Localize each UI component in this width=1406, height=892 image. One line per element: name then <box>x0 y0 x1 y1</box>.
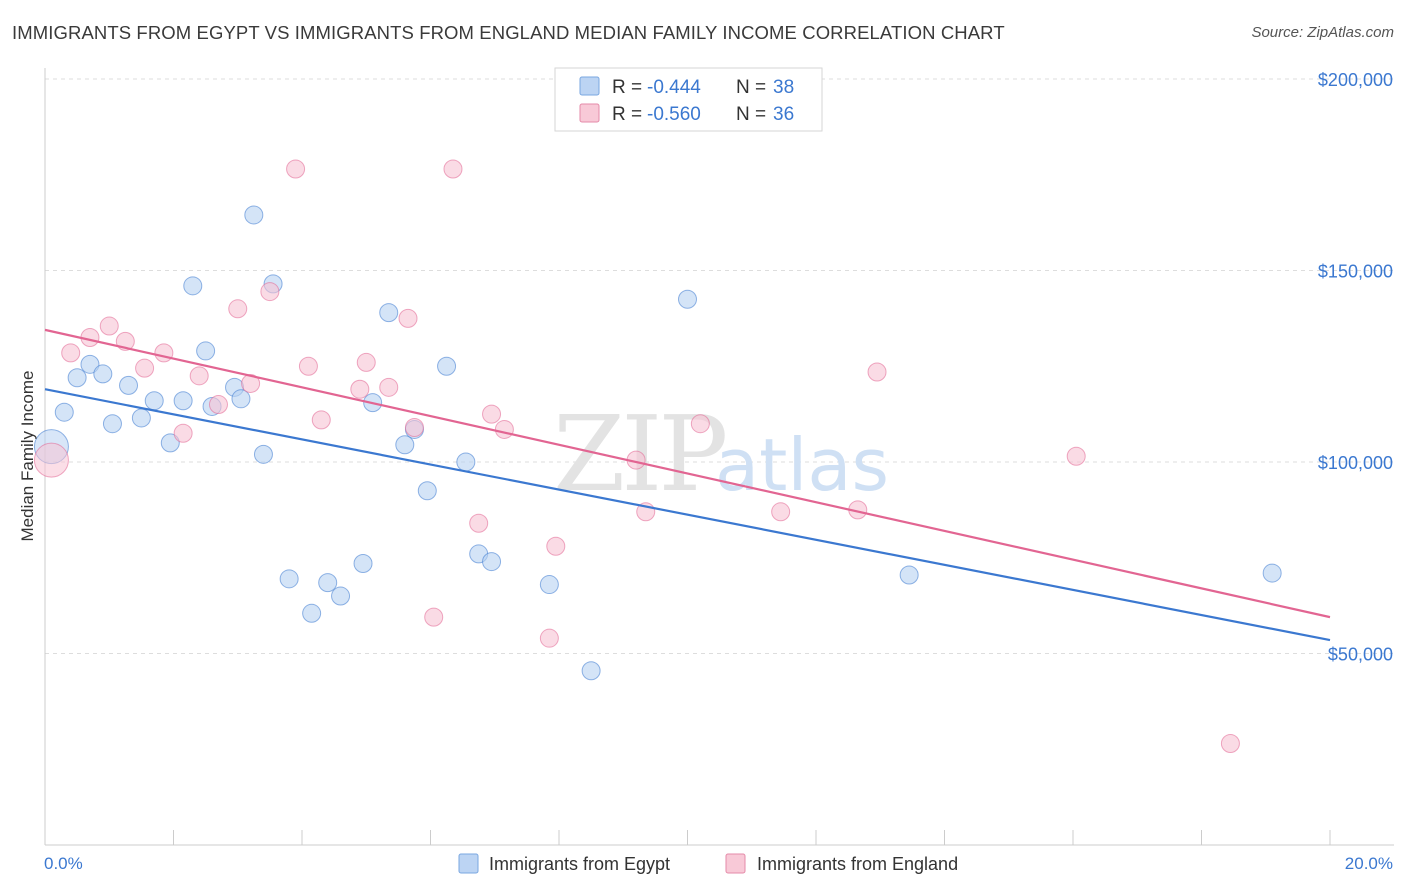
bottom-legend-swatch-egypt <box>458 853 479 874</box>
point-egypt-6 <box>119 375 139 395</box>
point-egypt-8 <box>144 391 164 411</box>
point-england-33 <box>867 362 887 382</box>
point-egypt-25 <box>379 303 399 323</box>
legend-n-value-england: 36 <box>773 104 794 125</box>
point-egypt-29 <box>437 356 457 376</box>
point-egypt-12 <box>196 341 216 361</box>
point-egypt-5 <box>102 414 122 434</box>
point-england-30 <box>690 414 710 434</box>
point-england-24 <box>482 404 502 424</box>
point-egypt-37 <box>1262 563 1282 583</box>
point-egypt-1 <box>54 402 74 422</box>
y-tick-label-200000: $200,000 <box>1318 70 1393 90</box>
point-egypt-23 <box>353 553 373 573</box>
legend-r-label-england: R = <box>612 104 642 125</box>
point-england-13 <box>286 159 306 179</box>
point-egypt-35 <box>678 289 697 309</box>
point-egypt-22 <box>331 586 351 606</box>
legend-n-label-egypt: N = <box>736 77 766 98</box>
point-egypt-33 <box>539 575 559 595</box>
point-england-11 <box>241 373 261 393</box>
point-egypt-34 <box>581 661 601 681</box>
y-tick-label-150000: $150,000 <box>1318 262 1393 282</box>
point-egypt-9 <box>160 433 180 453</box>
bottom-legend-label-egypt: Immigrants from Egypt <box>489 854 670 874</box>
point-england-22 <box>443 159 463 179</box>
legend-r-value-england: -0.560 <box>647 104 701 125</box>
point-egypt-28 <box>417 481 437 501</box>
point-egypt-19 <box>279 569 299 589</box>
point-egypt-30 <box>456 452 476 472</box>
point-egypt-15 <box>231 389 251 409</box>
legend-r-value-egypt: -0.444 <box>647 77 701 98</box>
x-tick-label-min: 0.0% <box>44 854 83 873</box>
point-egypt-7 <box>131 408 151 428</box>
point-england-1 <box>61 343 81 363</box>
point-england-25 <box>494 419 514 439</box>
point-england-3 <box>99 316 119 336</box>
legend-r-label-egypt: R = <box>612 77 642 98</box>
point-egypt-17 <box>253 444 273 464</box>
data-points <box>33 159 1282 754</box>
point-england-35 <box>1220 734 1240 754</box>
point-egypt-3 <box>80 354 100 374</box>
point-england-9 <box>208 395 228 415</box>
point-egypt-4 <box>93 364 113 384</box>
point-england-34 <box>1066 446 1086 466</box>
point-england-16 <box>350 379 370 399</box>
point-england-26 <box>539 628 559 648</box>
point-england-19 <box>398 308 418 328</box>
point-england-15 <box>311 410 331 430</box>
y-tick-labels: $50,000 $100,000 $150,000 $200,000 <box>1318 70 1393 665</box>
legend-swatch-england <box>579 103 600 123</box>
point-england-12 <box>260 282 280 302</box>
chart-title: IMMIGRANTS FROM EGYPT VS IMMIGRANTS FROM… <box>12 22 1005 43</box>
x-tick-label-max: 20.0% <box>1345 854 1393 873</box>
point-england-8 <box>189 366 209 386</box>
y-tick-label-100000: $100,000 <box>1318 453 1393 473</box>
point-england-6 <box>154 343 174 363</box>
bottom-legend-label-england: Immigrants from England <box>757 854 958 874</box>
point-egypt-10 <box>173 391 193 411</box>
bottom-legend-swatch-england <box>725 853 746 874</box>
y-tick-label-50000: $50,000 <box>1328 645 1393 665</box>
point-england-23 <box>469 513 489 533</box>
y-axis-label: Median Family Income <box>18 370 37 541</box>
point-egypt-20 <box>302 603 322 623</box>
legend-n-value-egypt: 38 <box>773 77 794 98</box>
legend-box: R = -0.444 N = 38 R = -0.560 N = 36 <box>554 67 823 132</box>
point-egypt-26 <box>395 435 415 455</box>
point-england-27 <box>546 536 566 556</box>
source-label: Source: ZipAtlas.com <box>1251 24 1394 41</box>
point-egypt-16 <box>244 205 264 225</box>
point-egypt-2 <box>67 368 87 388</box>
point-england-5 <box>135 358 155 378</box>
gridlines <box>45 78 1394 654</box>
point-england-18 <box>379 377 399 397</box>
point-egypt-36 <box>899 565 919 585</box>
x-tick-marks <box>173 830 1331 845</box>
point-england-14 <box>298 356 318 376</box>
point-egypt-11 <box>183 276 203 296</box>
point-egypt-21 <box>318 573 338 593</box>
watermark-atlas: atlas <box>715 423 889 507</box>
legend-n-label-england: N = <box>736 104 766 125</box>
point-england-7 <box>173 423 193 443</box>
point-england-31 <box>771 502 791 522</box>
point-england-17 <box>356 352 376 372</box>
point-egypt-32 <box>482 552 502 572</box>
bottom-legend: Immigrants from Egypt Immigrants from En… <box>458 853 958 874</box>
point-england-21 <box>424 607 444 627</box>
point-england-0 <box>33 442 69 478</box>
trend-line-egypt <box>44 388 1331 642</box>
legend-swatch-egypt <box>579 76 600 96</box>
trend-lines <box>44 328 1331 642</box>
point-england-10 <box>228 299 248 319</box>
trend-line-england <box>44 328 1331 619</box>
point-england-20 <box>404 418 424 438</box>
